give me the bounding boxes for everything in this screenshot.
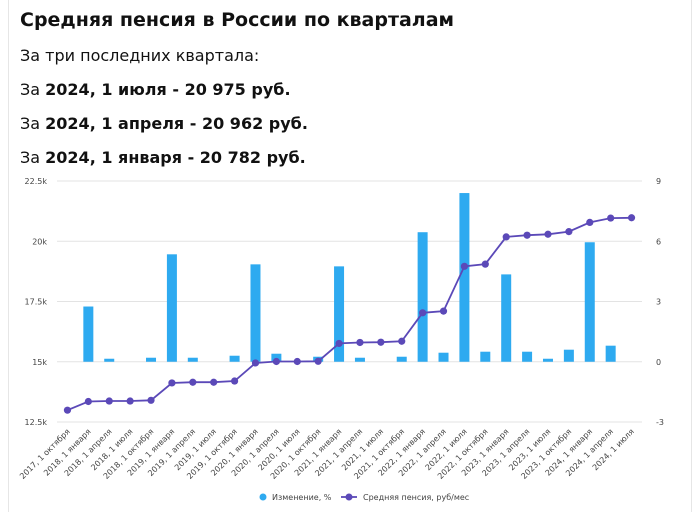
grid-lines xyxy=(57,180,642,423)
line-point xyxy=(314,357,322,365)
line-point xyxy=(293,357,301,366)
summary-line-1: За 2024, 1 июля - 20 975 руб. xyxy=(20,80,680,100)
bar xyxy=(501,274,512,362)
line-point xyxy=(627,214,636,222)
bar xyxy=(250,264,261,362)
y-left-tick-label: 20k xyxy=(32,237,47,246)
summary-value: 2024, 1 апреля - 20 962 руб. xyxy=(45,114,308,133)
line-point xyxy=(377,338,385,346)
y-left-tick-label: 17.5k xyxy=(25,298,48,307)
bar xyxy=(542,358,553,362)
page-title: Средняя пенсия в России по кварталам xyxy=(20,9,455,31)
bar xyxy=(104,358,115,362)
line-point xyxy=(565,228,573,236)
bar xyxy=(187,357,198,362)
line-point xyxy=(523,231,531,239)
y-right-tick-label: -3 xyxy=(656,418,664,427)
line-point xyxy=(251,359,260,367)
subtitle: За три последних квартала: xyxy=(20,46,260,65)
legend-label: Средняя пенсия, руб/мес xyxy=(363,493,469,502)
line-point xyxy=(586,218,594,227)
bar xyxy=(83,306,94,362)
line-point xyxy=(481,260,489,268)
line-point xyxy=(84,397,92,406)
legend-label: Изменение, % xyxy=(272,493,332,502)
line-point xyxy=(230,377,239,385)
bar xyxy=(522,351,533,362)
legend-marker-bar xyxy=(259,493,267,501)
bar xyxy=(584,242,595,362)
summary-line-3: За 2024, 1 января - 20 782 руб. xyxy=(20,148,680,168)
y-right-tick-label: 3 xyxy=(656,298,661,307)
line-point xyxy=(419,309,427,317)
y-right-tick-label: 0 xyxy=(656,358,661,367)
line-point xyxy=(105,397,113,405)
line-point xyxy=(189,378,197,386)
summary-prefix: За xyxy=(20,114,46,133)
bar xyxy=(459,193,470,362)
line-series xyxy=(63,214,636,414)
y-left-tick-label: 12.5k xyxy=(25,418,48,427)
bar xyxy=(166,254,177,362)
line-point xyxy=(63,406,72,414)
y-left-tick-label: 15k xyxy=(32,358,47,367)
legend: Изменение, % Средняя пенсия, руб/мес xyxy=(259,493,469,502)
summary-prefix: За xyxy=(20,148,46,167)
series-line xyxy=(67,216,632,412)
y-right-tick-label: 9 xyxy=(656,177,661,186)
line-point xyxy=(502,233,510,241)
bar xyxy=(334,266,345,362)
bar-series xyxy=(83,193,616,362)
bar xyxy=(563,349,574,362)
line-point xyxy=(126,397,134,405)
summary-value: 2024, 1 июля - 20 975 руб. xyxy=(45,80,291,99)
bar xyxy=(480,351,491,362)
y-right-tick-label: 6 xyxy=(656,237,661,246)
legend-marker-point xyxy=(345,493,353,501)
summary-value: 2024, 1 января - 20 782 руб. xyxy=(45,148,306,167)
line-point xyxy=(439,307,448,315)
y-left-tick-label: 22.5k xyxy=(25,177,48,186)
header: Средняя пенсия в России по кварталам За … xyxy=(20,8,680,168)
bar xyxy=(271,353,282,362)
line-point xyxy=(356,338,364,347)
summary-prefix: За xyxy=(20,80,46,99)
line-point xyxy=(544,230,552,238)
line-point xyxy=(607,214,615,222)
line-point xyxy=(210,378,218,386)
bar xyxy=(417,232,428,362)
line-point xyxy=(398,337,406,345)
bar xyxy=(354,357,365,362)
line-point xyxy=(168,379,176,387)
summary-line-2: За 2024, 1 апреля - 20 962 руб. xyxy=(20,114,680,134)
line-point xyxy=(147,396,155,404)
bar xyxy=(146,357,157,362)
bar xyxy=(396,356,407,362)
line-point xyxy=(460,262,469,270)
bar xyxy=(605,345,616,362)
line-point xyxy=(335,339,343,348)
bar xyxy=(438,352,449,362)
bar xyxy=(229,355,240,362)
line-point xyxy=(272,357,280,366)
